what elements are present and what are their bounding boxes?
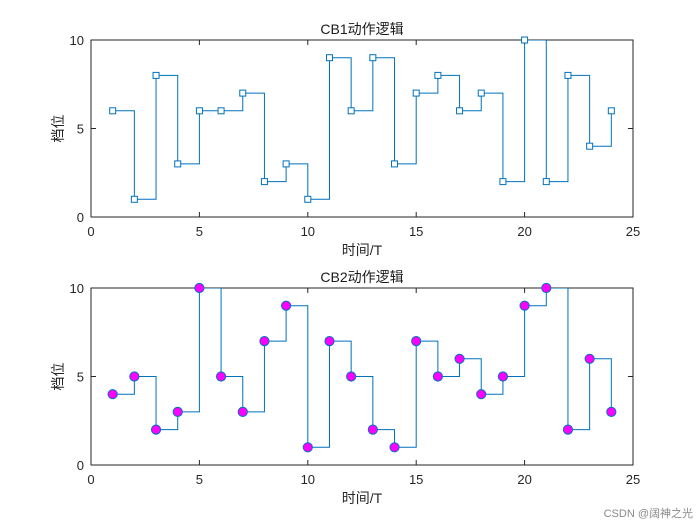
chart0-point-marker <box>174 160 182 168</box>
chart0-point-marker <box>260 178 268 186</box>
chart1-point-marker <box>194 282 205 294</box>
chart0-point-marker <box>412 89 420 97</box>
chart0-point-marker <box>217 107 225 115</box>
chart0-x-tick-label: 5 <box>196 224 203 239</box>
chart1-y-tick-label: 10 <box>70 281 84 296</box>
chart1-point-marker <box>324 336 335 347</box>
chart1-y-axis-label: 档位 <box>51 363 67 391</box>
chart0-point-marker <box>369 54 377 62</box>
chart0-x-tick-label: 25 <box>626 224 640 239</box>
chart0-point-marker <box>304 195 312 203</box>
chart0-x-axis-label: 时间/T <box>342 242 383 258</box>
chart1-point-marker <box>129 371 140 382</box>
chart0-point-marker <box>521 36 529 44</box>
chart1-y-tick-label: 5 <box>77 370 84 385</box>
chart1-point-marker <box>389 442 400 453</box>
chart1-series-line <box>112 288 612 448</box>
chart1-x-tick-label: 20 <box>517 472 531 487</box>
chart0-x-tick-label: 0 <box>87 224 94 239</box>
chart0-point-marker <box>477 89 485 97</box>
chart0-point-marker <box>586 142 594 150</box>
chart1-point-marker <box>172 406 183 417</box>
chart1-x-tick-label: 0 <box>87 472 94 487</box>
chart1-y-tick-label: 0 <box>77 458 84 473</box>
chart1-point-marker <box>562 424 574 435</box>
chart0-x-tick-label: 10 <box>301 224 315 239</box>
chart1-point-marker <box>519 300 530 311</box>
chart0-point-marker <box>325 54 333 62</box>
chart1-x-tick-label: 15 <box>409 472 423 487</box>
chart0-x-tick-label: 15 <box>409 224 423 239</box>
chart1-x-tick-label: 25 <box>626 472 640 487</box>
chart1-point-marker <box>541 282 552 294</box>
chart0-point-marker <box>282 160 290 168</box>
chart1-point-marker <box>107 389 118 400</box>
chart0-point-marker <box>347 107 355 115</box>
chart0-series-line <box>112 40 612 200</box>
chart0-point-marker <box>434 71 442 79</box>
chart1-point-marker <box>302 442 313 453</box>
chart1-point-marker <box>367 424 378 435</box>
watermark-text: CSDN @阔神之光 <box>604 506 693 520</box>
chart1-x-tick-label: 10 <box>301 472 315 487</box>
chart0-point-marker <box>499 178 507 186</box>
chart0-point-marker <box>542 178 550 186</box>
chart0-point-marker <box>152 71 160 79</box>
chart1-title: CB2动作逻辑 <box>320 269 403 285</box>
chart0-title: CB1动作逻辑 <box>320 21 403 37</box>
chart1-point-marker <box>432 371 443 382</box>
chart0-point-marker <box>195 107 203 115</box>
chart1-point-marker <box>476 389 487 400</box>
chart0-point-marker <box>391 160 399 168</box>
chart0-y-tick-label: 5 <box>77 122 84 137</box>
chart1-point-marker <box>584 353 595 364</box>
chart1-point-marker <box>215 371 227 382</box>
chart1-x-axis-label: 时间/T <box>342 490 383 506</box>
chart0-point-marker <box>239 89 247 97</box>
chart1-point-marker <box>237 406 248 417</box>
chart1-x-tick-label: 5 <box>196 472 203 487</box>
chart0-point-marker <box>130 195 138 203</box>
chart1-point-marker <box>259 336 270 347</box>
chart1-point-marker <box>454 353 465 364</box>
chart1-point-marker <box>281 300 292 311</box>
chart1-point-marker <box>497 371 509 382</box>
chart1-point-marker <box>346 371 357 382</box>
chart0-axes-box <box>90 39 634 218</box>
chart0-y-tick-label: 0 <box>77 210 84 225</box>
chart1-point-marker <box>150 424 162 435</box>
chart0-point-marker <box>456 107 464 115</box>
chart0-point-marker <box>109 107 117 115</box>
chart0-y-tick-label: 10 <box>70 33 84 48</box>
chart0-x-tick-label: 20 <box>517 224 531 239</box>
chart0-point-marker <box>564 71 572 79</box>
chart0-y-axis-label: 档位 <box>51 115 67 143</box>
chart1-point-marker <box>606 406 617 417</box>
chart1-point-marker <box>411 336 422 347</box>
chart0-point-marker <box>607 107 615 115</box>
